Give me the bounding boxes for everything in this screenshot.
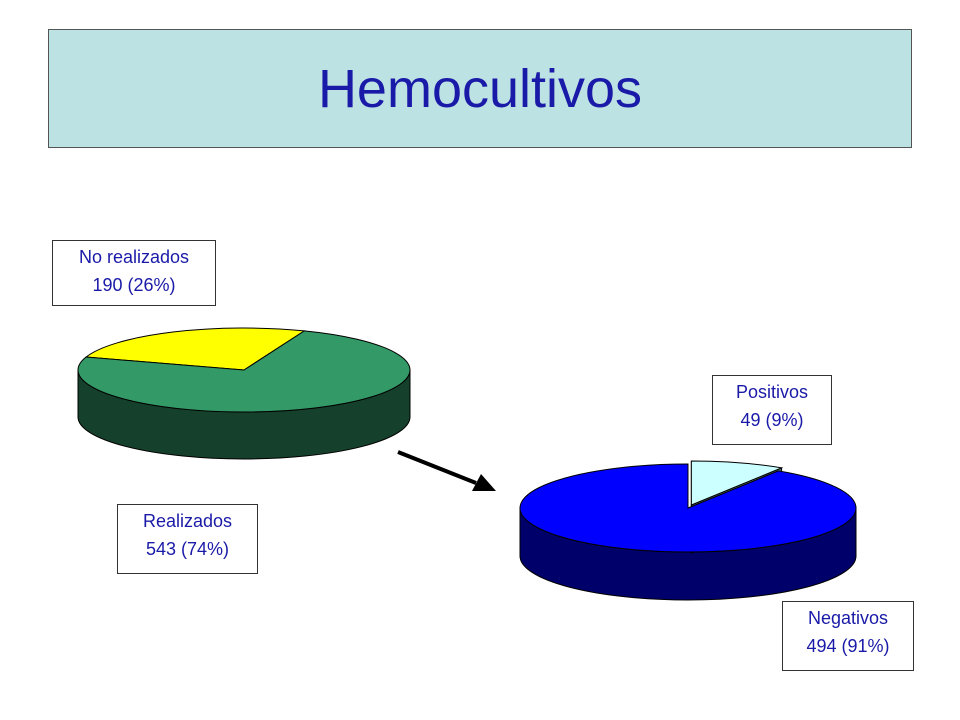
label-positivos-value: 49 (9%) — [740, 410, 804, 430]
pie-slice-no-realizados — [84, 327, 306, 371]
arrow-connector — [397, 450, 496, 491]
label-realizados-name: Realizados — [142, 511, 233, 531]
label-negativos-value: 494 (91%) — [806, 636, 890, 656]
label-positivos: Positivos 49 (9%) — [712, 375, 832, 445]
label-negativos-name: Negativos — [807, 608, 889, 628]
pie-slice-positivos — [690, 460, 784, 506]
label-realizados-value: 543 (74%) — [145, 539, 230, 559]
label-no-realizados-value: 190 (26%) — [92, 275, 176, 295]
pie-chart-hemocultivos — [77, 327, 411, 460]
pie-chart-realizados — [519, 460, 857, 601]
pie-slice-negativos — [519, 463, 857, 553]
label-negativos: Negativos 494 (91%) — [782, 601, 914, 671]
chart-title: Hemocultivos — [317, 58, 643, 119]
label-no-realizados-name: No realizados — [78, 247, 190, 267]
label-no-realizados: No realizados 190 (26%) — [52, 240, 216, 306]
label-realizados: Realizados 543 (74%) — [117, 504, 258, 574]
title-banner: Hemocultivos — [48, 29, 912, 148]
label-positivos-name: Positivos — [735, 382, 809, 402]
pie-slice-realizados — [77, 330, 411, 413]
